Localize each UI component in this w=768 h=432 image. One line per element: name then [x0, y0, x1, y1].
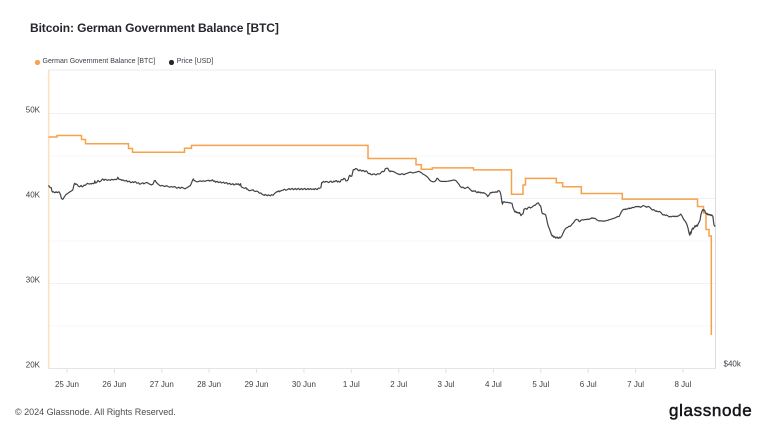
svg-text:4 Jul: 4 Jul: [485, 380, 502, 389]
svg-text:20K: 20K: [26, 361, 41, 370]
svg-text:6 Jul: 6 Jul: [580, 380, 597, 389]
svg-text:25 Jun: 25 Jun: [55, 380, 79, 389]
svg-text:5 Jul: 5 Jul: [532, 380, 549, 389]
svg-text:26 Jun: 26 Jun: [102, 380, 126, 389]
svg-text:7 Jul: 7 Jul: [627, 380, 644, 389]
svg-text:29 Jun: 29 Jun: [244, 380, 268, 389]
svg-text:50K: 50K: [26, 106, 41, 115]
svg-text:8 Jul: 8 Jul: [674, 380, 691, 389]
svg-text:28 Jun: 28 Jun: [197, 380, 221, 389]
svg-text:1 Jul: 1 Jul: [343, 380, 360, 389]
svg-text:2 Jul: 2 Jul: [390, 380, 407, 389]
svg-text:30K: 30K: [26, 276, 41, 285]
svg-text:40K: 40K: [26, 191, 41, 200]
svg-text:27 Jun: 27 Jun: [150, 380, 174, 389]
svg-text:3 Jul: 3 Jul: [438, 380, 455, 389]
svg-text:$40k: $40k: [724, 360, 742, 369]
svg-text:30 Jun: 30 Jun: [292, 380, 316, 389]
